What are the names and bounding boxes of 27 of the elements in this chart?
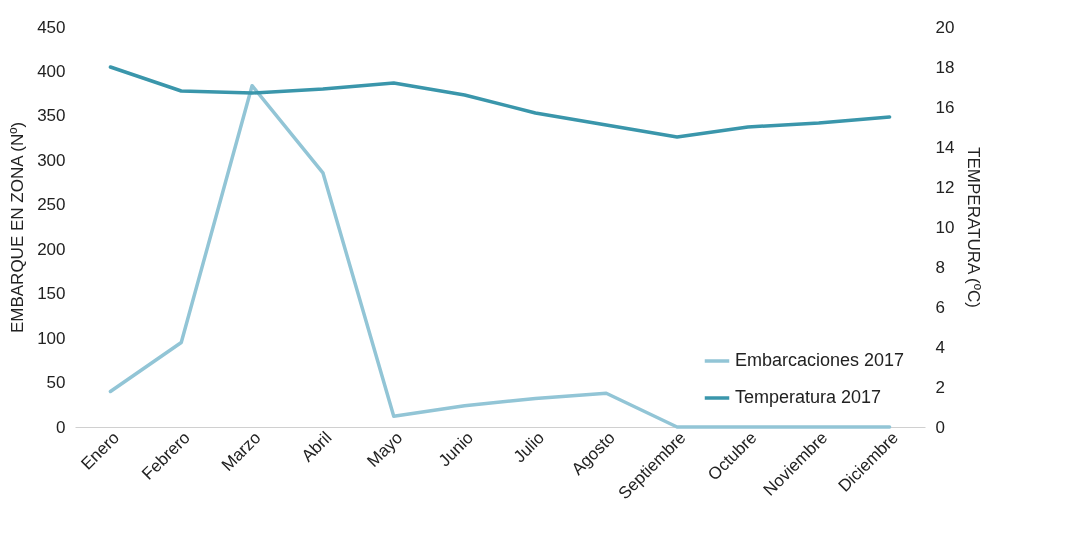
y2-tick-label: 4: [935, 337, 945, 357]
y2-tick-label: 6: [935, 297, 945, 317]
y2-tick-label: 8: [935, 257, 945, 277]
y2-tick-label: 18: [935, 57, 955, 77]
legend-label: Temperatura 2017: [735, 387, 882, 407]
y-tick-label: 100: [37, 328, 66, 348]
y2-tick-label: 12: [935, 177, 955, 197]
y-tick-label: 150: [37, 284, 66, 304]
y2-tick-label: 14: [935, 137, 955, 157]
y2-tick-label: 10: [935, 217, 955, 237]
y2-axis-title: TEMPERATURA (ºC): [964, 147, 984, 308]
legend-label: Embarcaciones 2017: [735, 350, 905, 370]
y-tick-label: 300: [37, 150, 66, 170]
y-tick-label: 200: [37, 239, 66, 259]
y-tick-label: 50: [46, 373, 66, 393]
y-tick-label: 400: [37, 61, 66, 81]
y-axis-title: EMBARQUE EN ZONA (Nº): [8, 121, 28, 334]
y-tick-label: 250: [37, 195, 66, 215]
y2-tick-label: 20: [935, 17, 955, 37]
y-tick-label: 0: [56, 417, 66, 437]
y-tick-label: 450: [37, 17, 66, 37]
y2-tick-label: 0: [935, 417, 945, 437]
y2-tick-label: 2: [935, 377, 945, 397]
y2-tick-label: 16: [935, 97, 955, 117]
x-tick-label: Julio: [509, 428, 548, 467]
y-tick-label: 350: [37, 106, 66, 126]
line-series: [108, 65, 892, 139]
